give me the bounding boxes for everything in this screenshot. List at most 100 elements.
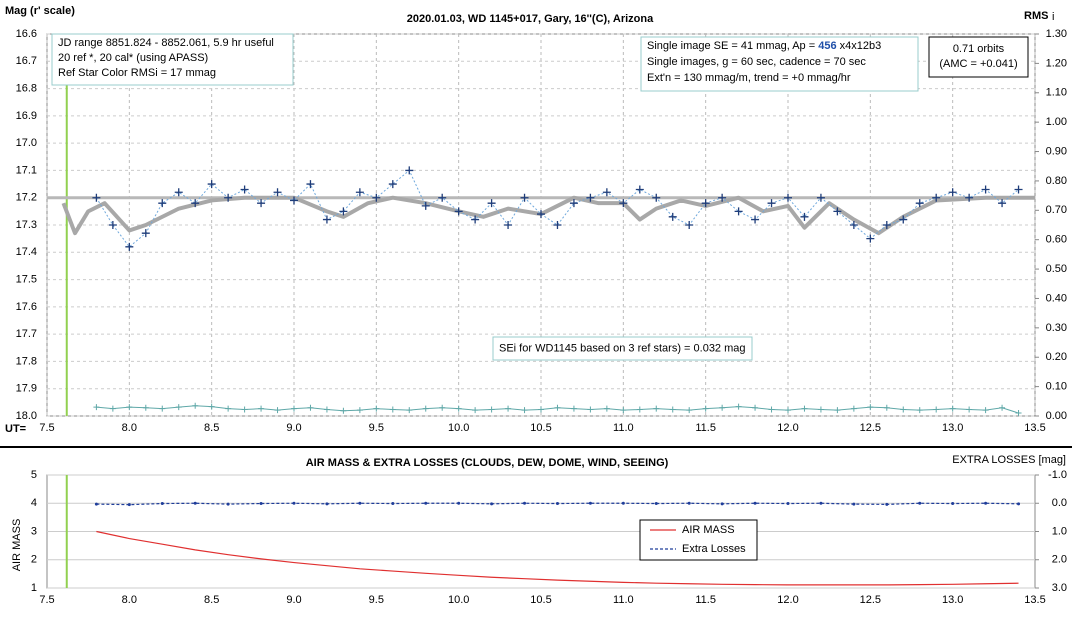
x-tick-label: 11.0 bbox=[613, 422, 634, 434]
legend-box bbox=[639, 519, 758, 561]
data-point bbox=[438, 193, 447, 202]
rms-point bbox=[702, 405, 709, 412]
y2-tick-label: 0.90 bbox=[1046, 145, 1067, 157]
x-tick-label: 10.5 bbox=[530, 422, 551, 434]
y2-tick-label: 2.0 bbox=[1052, 554, 1067, 566]
rms-point bbox=[850, 405, 857, 412]
data-point bbox=[586, 193, 595, 202]
rms-point bbox=[636, 406, 643, 413]
y2-tick-label: 3.0 bbox=[1052, 582, 1067, 594]
data-point bbox=[718, 193, 727, 202]
data-point bbox=[734, 207, 743, 216]
y-tick-label: 18.0 bbox=[16, 410, 37, 422]
annotation-text: JD range 8851.824 - 8852.061, 5.9 hr use… bbox=[58, 37, 274, 49]
rms-point bbox=[603, 405, 610, 412]
rms-point bbox=[817, 406, 824, 413]
series-point bbox=[94, 502, 98, 506]
data-point bbox=[158, 199, 167, 208]
rms-point bbox=[554, 404, 561, 411]
rms-point bbox=[669, 406, 676, 413]
series-point bbox=[358, 501, 362, 505]
y-tick-label: 3 bbox=[31, 525, 37, 537]
y-tick-label: 17.2 bbox=[16, 192, 37, 204]
data-point bbox=[92, 193, 101, 202]
data-point bbox=[767, 199, 776, 208]
y2-tick-label: -1.0 bbox=[1048, 469, 1067, 481]
x-tick-label: 8.0 bbox=[122, 422, 137, 434]
data-point bbox=[108, 221, 117, 229]
rms-point bbox=[291, 405, 297, 412]
y-tick-label: 16.9 bbox=[16, 110, 37, 122]
data-point bbox=[125, 242, 134, 251]
rms-point bbox=[916, 407, 923, 414]
y2-tick-label: 0.0 bbox=[1052, 497, 1067, 509]
rms-point bbox=[455, 405, 462, 412]
annotation-part: x4x12b3 bbox=[837, 40, 882, 52]
data-point bbox=[602, 188, 611, 197]
series-point bbox=[885, 502, 889, 506]
series-point bbox=[951, 502, 955, 506]
series-point bbox=[160, 502, 164, 506]
y2-tick-label: 1.0 bbox=[1052, 525, 1067, 537]
rms-point bbox=[801, 405, 808, 412]
y2-tick-label: 0.80 bbox=[1046, 175, 1067, 187]
x-axis-label: UT= bbox=[5, 423, 26, 435]
x-tick-label: 11.5 bbox=[695, 594, 716, 606]
data-point bbox=[1014, 185, 1023, 194]
y2-tick-label: 0.60 bbox=[1046, 234, 1067, 246]
y2-tick-label: 0.50 bbox=[1046, 263, 1067, 275]
series-point bbox=[457, 501, 461, 505]
data-point bbox=[306, 180, 315, 189]
annotation-part: Single image SE = 41 mmag, Ap = bbox=[647, 40, 818, 52]
series-point bbox=[687, 501, 691, 505]
series-point bbox=[819, 501, 823, 505]
data-point bbox=[388, 180, 397, 189]
series-point bbox=[753, 501, 757, 505]
rms-point bbox=[274, 407, 281, 414]
annotation-box bbox=[640, 36, 919, 92]
series-point bbox=[226, 502, 230, 506]
annotation-box bbox=[492, 336, 753, 361]
series-point bbox=[852, 502, 856, 506]
data-point bbox=[882, 221, 891, 229]
rms-point bbox=[192, 402, 199, 409]
rms-point bbox=[373, 405, 380, 412]
rms-point bbox=[735, 403, 742, 410]
series-point bbox=[1017, 502, 1021, 506]
data-point bbox=[668, 212, 677, 221]
data-point bbox=[635, 185, 644, 194]
x-tick-label: 11.0 bbox=[613, 594, 634, 606]
data-point bbox=[421, 201, 430, 210]
rms-point bbox=[439, 404, 446, 411]
rms-point bbox=[225, 405, 232, 412]
rms-point bbox=[208, 403, 215, 410]
x-tick-label: 10.5 bbox=[530, 594, 551, 606]
data-point bbox=[833, 207, 842, 216]
data-point bbox=[816, 193, 825, 202]
y-tick-label: 17.6 bbox=[16, 301, 37, 313]
legend-label: Extra Losses bbox=[682, 543, 746, 555]
y2-tick-label: 0.20 bbox=[1046, 351, 1067, 363]
series-point bbox=[654, 502, 658, 506]
y-tick-label: 17.9 bbox=[16, 383, 37, 395]
data-point bbox=[965, 193, 974, 202]
x-tick-label: 9.0 bbox=[286, 594, 301, 606]
rms-point bbox=[900, 406, 907, 413]
x-tick-label: 9.5 bbox=[369, 422, 384, 434]
series-point bbox=[127, 503, 131, 507]
rms-point bbox=[538, 406, 544, 413]
rms-point bbox=[587, 406, 594, 413]
x-tick-label: 13.5 bbox=[1024, 594, 1045, 606]
rms-point bbox=[933, 406, 940, 413]
rms-point bbox=[982, 407, 989, 414]
rms-point bbox=[93, 404, 100, 411]
y-tick-label: 1 bbox=[31, 582, 37, 594]
y-tick-label: 17.4 bbox=[16, 246, 37, 258]
rms-point bbox=[867, 404, 874, 411]
y-axis-label: AIR MASS bbox=[11, 519, 23, 572]
rms-point bbox=[142, 404, 149, 411]
y-tick-label: 17.0 bbox=[16, 137, 37, 149]
data-point bbox=[174, 188, 183, 197]
x-tick-label: 13.0 bbox=[942, 594, 963, 606]
data-point bbox=[751, 215, 760, 224]
